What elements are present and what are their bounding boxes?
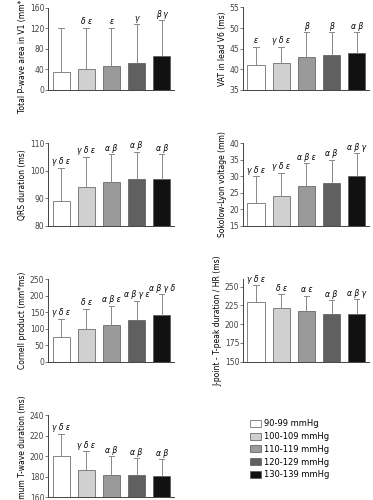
Bar xyxy=(153,56,170,90)
Text: α β: α β xyxy=(351,22,363,30)
Bar xyxy=(248,302,264,362)
Bar xyxy=(348,53,365,90)
Bar xyxy=(128,179,145,226)
Text: γ δ ε: γ δ ε xyxy=(247,166,265,174)
Bar xyxy=(78,470,95,498)
Bar xyxy=(53,337,70,361)
Bar xyxy=(248,202,264,226)
Bar xyxy=(348,176,365,226)
Bar xyxy=(153,476,170,498)
Legend: 90-99 mmHg, 100-109 mmHg, 110-119 mmHg, 120-129 mmHg, 130-139 mmHg: 90-99 mmHg, 100-109 mmHg, 110-119 mmHg, … xyxy=(250,420,330,480)
Bar xyxy=(53,72,70,90)
Text: γ δ ε: γ δ ε xyxy=(77,440,95,450)
Y-axis label: Maximum T-wave duration (ms): Maximum T-wave duration (ms) xyxy=(18,396,27,500)
Bar xyxy=(78,328,95,362)
Text: γ δ ε: γ δ ε xyxy=(272,36,290,45)
Text: α β γ ε: α β γ ε xyxy=(124,290,149,299)
Text: α β: α β xyxy=(105,446,117,454)
Text: ε: ε xyxy=(109,17,113,26)
Bar xyxy=(273,63,290,90)
Text: β γ: β γ xyxy=(156,10,167,18)
Bar xyxy=(103,326,120,362)
Text: γ δ ε: γ δ ε xyxy=(272,162,290,172)
Bar xyxy=(323,314,340,362)
Bar xyxy=(153,315,170,362)
Bar xyxy=(53,456,70,498)
Text: δ ε: δ ε xyxy=(81,17,92,26)
Text: α β γ δ: α β γ δ xyxy=(149,284,175,293)
Y-axis label: VAT in lead V6 (ms): VAT in lead V6 (ms) xyxy=(218,12,227,86)
Bar xyxy=(103,475,120,498)
Bar xyxy=(103,182,120,226)
Bar xyxy=(348,314,365,362)
Text: β: β xyxy=(304,22,309,30)
Text: γ: γ xyxy=(134,14,139,23)
Bar xyxy=(298,57,315,90)
Text: δ ε: δ ε xyxy=(276,284,287,292)
Y-axis label: QRS duration (ms): QRS duration (ms) xyxy=(18,149,27,220)
Text: β: β xyxy=(329,22,334,30)
Y-axis label: Cornell product (mm*ms): Cornell product (mm*ms) xyxy=(18,272,27,369)
Bar xyxy=(273,308,290,362)
Text: α β γ: α β γ xyxy=(347,142,366,152)
Y-axis label: Total P-wave area in V1 (mm*ms): Total P-wave area in V1 (mm*ms) xyxy=(18,0,27,112)
Text: γ δ ε: γ δ ε xyxy=(52,423,70,432)
Text: α β: α β xyxy=(131,141,142,150)
Text: α β γ: α β γ xyxy=(347,289,366,298)
Bar xyxy=(53,201,70,226)
Y-axis label: J-point - T-peak duration / HR (ms): J-point - T-peak duration / HR (ms) xyxy=(213,255,222,386)
Text: γ δ ε: γ δ ε xyxy=(52,158,70,166)
Text: α ε: α ε xyxy=(301,285,312,294)
Text: α β: α β xyxy=(131,448,142,456)
Bar xyxy=(128,475,145,498)
Text: δ ε: δ ε xyxy=(81,298,92,308)
Bar xyxy=(298,310,315,362)
Text: γ δ ε: γ δ ε xyxy=(77,146,95,156)
Bar xyxy=(103,66,120,90)
Text: ε: ε xyxy=(254,36,258,45)
Text: α β: α β xyxy=(156,144,168,152)
Bar xyxy=(153,179,170,226)
Text: α β: α β xyxy=(325,149,338,158)
Text: α β ε: α β ε xyxy=(102,295,121,304)
Bar xyxy=(78,68,95,90)
Text: α β: α β xyxy=(105,144,117,152)
Bar xyxy=(128,63,145,90)
Bar xyxy=(128,320,145,362)
Bar xyxy=(323,183,340,226)
Text: α β: α β xyxy=(156,449,168,458)
Text: α β: α β xyxy=(325,290,338,298)
Y-axis label: Sokolow-Lyon voltage (mm): Sokolow-Lyon voltage (mm) xyxy=(218,132,227,238)
Bar xyxy=(248,65,264,90)
Text: γ δ ε: γ δ ε xyxy=(52,308,70,317)
Bar xyxy=(323,55,340,90)
Bar xyxy=(78,188,95,226)
Text: γ δ ε: γ δ ε xyxy=(247,274,265,283)
Text: α β ε: α β ε xyxy=(297,152,316,162)
Bar xyxy=(298,186,315,226)
Bar xyxy=(273,196,290,226)
